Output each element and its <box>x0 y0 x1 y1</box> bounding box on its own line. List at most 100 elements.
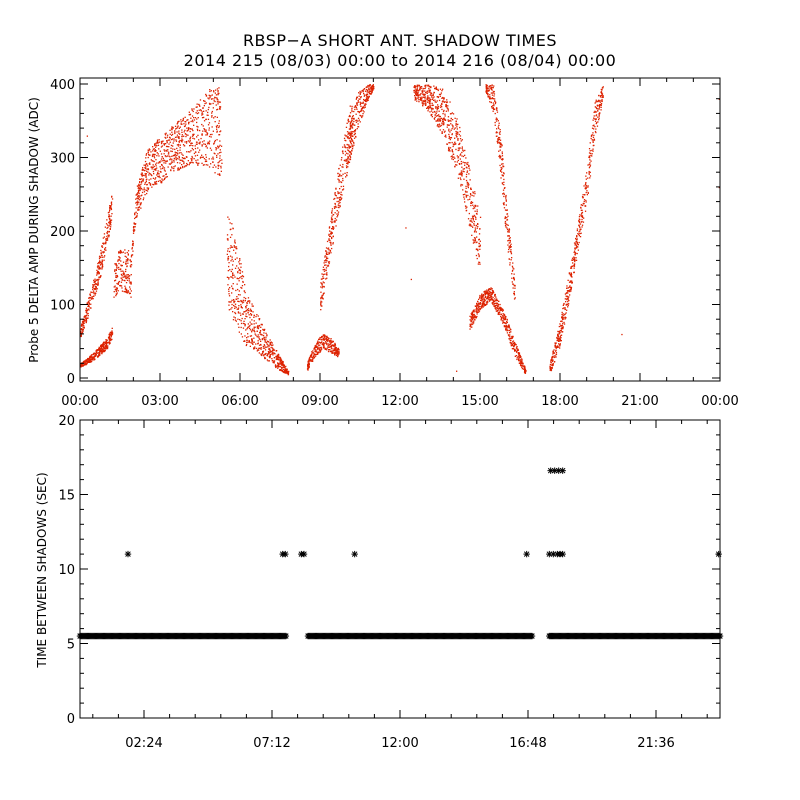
data-point <box>561 316 564 319</box>
data-point <box>211 116 213 118</box>
data-point <box>235 298 237 300</box>
data-point <box>413 86 415 88</box>
data-point <box>319 344 321 346</box>
data-point <box>178 136 180 138</box>
data-point <box>467 182 470 184</box>
data-point <box>309 355 312 357</box>
data-point <box>163 178 165 181</box>
data-point <box>125 259 127 261</box>
data-point <box>278 358 280 360</box>
data-point <box>206 132 209 135</box>
data-point <box>340 159 343 161</box>
data-point <box>257 340 259 342</box>
data-point <box>124 288 126 290</box>
data-point <box>321 301 323 303</box>
data-point <box>344 172 346 174</box>
data-point <box>175 139 177 141</box>
data-point <box>276 365 279 367</box>
data-point <box>108 214 110 216</box>
data-point <box>214 172 216 174</box>
data-point <box>345 165 348 167</box>
data-point <box>322 337 324 339</box>
data-point <box>558 337 560 339</box>
data-point <box>108 336 111 338</box>
data-point <box>110 220 112 222</box>
data-point <box>468 224 470 226</box>
data-point <box>443 117 445 119</box>
data-point <box>160 142 163 145</box>
data-point <box>102 266 104 268</box>
data-point <box>189 151 191 153</box>
data-point <box>431 102 433 104</box>
data-point <box>506 330 508 332</box>
data-point <box>363 98 365 101</box>
data-point <box>334 203 336 205</box>
data-point <box>94 283 96 285</box>
data-point <box>189 128 191 130</box>
data-point <box>235 246 238 248</box>
data-point <box>417 96 419 98</box>
data-point <box>512 267 514 269</box>
data-point <box>318 338 320 340</box>
data-point <box>458 149 460 151</box>
data-point <box>339 196 342 198</box>
data-point <box>362 102 364 104</box>
data-point <box>567 279 569 281</box>
data-point <box>103 251 105 253</box>
data-point <box>504 317 507 319</box>
data-point <box>152 177 155 179</box>
data-point <box>109 205 111 207</box>
data-point <box>229 247 231 249</box>
data-point <box>106 235 108 238</box>
data-point <box>166 160 168 162</box>
data-point <box>490 294 492 296</box>
data-point <box>327 345 329 347</box>
data-point <box>155 180 158 183</box>
data-point <box>216 124 219 127</box>
data-point <box>464 201 466 203</box>
data-point <box>352 131 354 133</box>
data-point <box>139 185 141 187</box>
data-point <box>100 252 102 254</box>
data-point <box>231 299 233 301</box>
data-point <box>118 257 121 259</box>
data-point <box>370 88 373 90</box>
data-point <box>94 294 96 296</box>
data-point <box>203 116 205 119</box>
data-point <box>129 288 131 290</box>
data-point <box>207 124 210 126</box>
data-point <box>208 127 210 129</box>
data-point <box>428 87 430 90</box>
data-point <box>230 260 232 262</box>
data-point <box>506 209 508 211</box>
data-point <box>328 234 330 236</box>
data-point <box>190 144 192 146</box>
data-point <box>125 256 128 258</box>
data-point <box>144 160 147 163</box>
data-point <box>466 170 469 172</box>
data-point <box>586 172 588 174</box>
data-point <box>212 158 215 160</box>
data-point <box>563 323 566 325</box>
data-point <box>486 296 488 299</box>
data-point <box>311 352 314 354</box>
data-point <box>102 242 104 244</box>
data-point <box>183 166 186 168</box>
data-point <box>81 331 84 333</box>
data-point <box>464 193 466 195</box>
data-point <box>518 353 520 356</box>
data-point <box>238 300 240 303</box>
data-point <box>457 132 459 134</box>
data-point <box>592 132 594 134</box>
data-point <box>132 250 134 252</box>
data-point <box>592 150 594 152</box>
data-point <box>106 342 108 345</box>
data-point <box>101 344 103 347</box>
data-point <box>251 305 253 307</box>
data-point <box>244 299 246 302</box>
data-point <box>133 230 135 233</box>
data-point <box>567 292 569 294</box>
data-point <box>425 101 427 103</box>
data-point <box>438 124 440 126</box>
data-point <box>109 208 111 210</box>
